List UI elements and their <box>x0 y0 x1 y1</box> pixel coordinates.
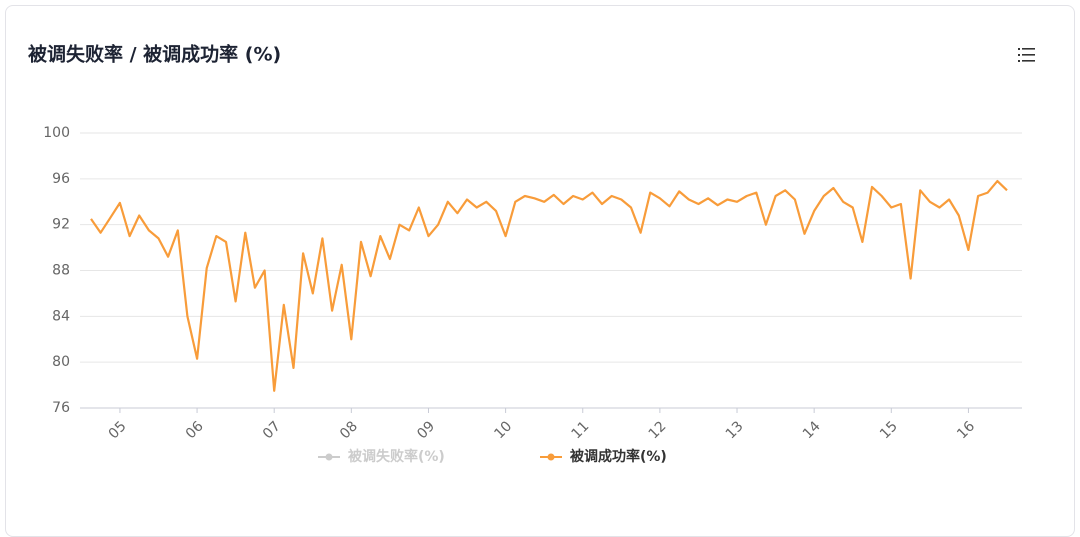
legend-label: 被调成功率(%) <box>570 448 667 465</box>
legend-marker <box>325 453 333 461</box>
legend-item[interactable]: 被调失败率(%) <box>318 448 445 465</box>
x-tick-label: 15 <box>877 418 901 442</box>
y-tick-label: 84 <box>52 308 70 324</box>
y-tick-label: 88 <box>52 263 70 279</box>
x-tick-label: 10 <box>491 418 515 442</box>
legend-item[interactable]: 被调成功率(%) <box>540 448 667 465</box>
y-tick-label: 80 <box>52 354 70 370</box>
y-tick-label: 76 <box>52 400 70 416</box>
y-tick-label: 92 <box>52 217 70 233</box>
x-tick-label: 06 <box>183 418 207 442</box>
x-tick-label: 05 <box>106 418 130 442</box>
chart: 被调失败率 / 被调成功率 (%) 76 80 84 88 92 96 100 05 06 07 0… <box>28 43 1035 465</box>
x-tick-label: 14 <box>800 418 824 442</box>
y-tick-label: 100 <box>43 125 70 141</box>
legend-label: 被调失败率(%) <box>348 448 445 465</box>
menu-icon[interactable] <box>1018 48 1035 62</box>
x-tick-label: 16 <box>954 418 978 442</box>
x-tick-label: 09 <box>414 418 438 442</box>
y-tick-label: 96 <box>52 171 70 187</box>
x-tick-label: 11 <box>568 418 592 442</box>
x-tick-label: 13 <box>723 418 747 442</box>
legend-marker <box>547 453 555 461</box>
chart-title: 被调失败率 / 被调成功率 (%) <box>28 43 281 66</box>
x-tick-label: 07 <box>260 418 284 442</box>
x-tick-label: 08 <box>337 418 361 442</box>
x-tick-label: 12 <box>646 418 670 442</box>
series-line <box>90 180 1008 392</box>
